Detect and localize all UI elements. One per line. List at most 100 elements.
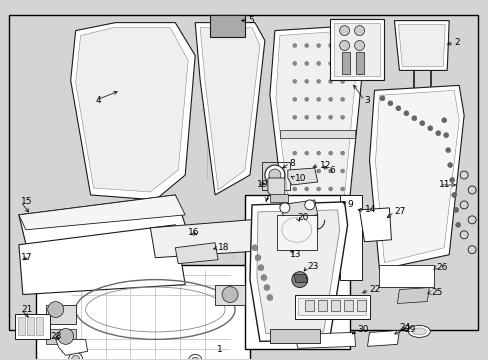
- Bar: [304, 300, 313, 311]
- Text: 8: 8: [289, 158, 295, 167]
- Text: 28: 28: [51, 332, 62, 341]
- Circle shape: [316, 133, 320, 137]
- Circle shape: [304, 115, 308, 119]
- Text: 17: 17: [21, 253, 32, 262]
- Bar: [379, 265, 433, 287]
- Circle shape: [304, 169, 308, 173]
- Bar: [36, 265, 249, 360]
- Polygon shape: [287, 168, 317, 185]
- Polygon shape: [46, 305, 76, 324]
- Circle shape: [304, 62, 308, 66]
- Text: 12: 12: [319, 161, 330, 170]
- Circle shape: [291, 272, 307, 288]
- Text: 20: 20: [297, 213, 308, 222]
- Circle shape: [419, 121, 424, 126]
- Circle shape: [340, 115, 344, 119]
- Polygon shape: [279, 200, 317, 220]
- Text: 7: 7: [263, 195, 268, 204]
- Circle shape: [292, 44, 296, 48]
- Polygon shape: [294, 215, 317, 235]
- Circle shape: [304, 97, 308, 101]
- Polygon shape: [19, 225, 185, 294]
- Bar: [18, 318, 25, 336]
- Circle shape: [261, 275, 266, 280]
- Circle shape: [340, 151, 344, 155]
- Circle shape: [354, 41, 364, 50]
- Circle shape: [403, 111, 408, 116]
- Circle shape: [292, 133, 296, 137]
- Text: 2: 2: [453, 38, 459, 47]
- Bar: [356, 300, 365, 311]
- Circle shape: [266, 294, 272, 301]
- Polygon shape: [200, 28, 260, 190]
- Circle shape: [328, 115, 332, 119]
- Polygon shape: [369, 85, 463, 270]
- Bar: [269, 329, 319, 343]
- Circle shape: [445, 148, 450, 153]
- Bar: [36, 318, 42, 336]
- Circle shape: [387, 101, 392, 106]
- Text: 14: 14: [364, 206, 375, 215]
- Circle shape: [264, 285, 269, 291]
- Circle shape: [68, 352, 82, 360]
- Polygon shape: [269, 26, 364, 220]
- Text: 22: 22: [369, 285, 380, 294]
- Polygon shape: [398, 24, 444, 67]
- Circle shape: [316, 187, 320, 191]
- Circle shape: [328, 187, 332, 191]
- Circle shape: [340, 80, 344, 84]
- Circle shape: [435, 131, 440, 136]
- Circle shape: [340, 187, 344, 191]
- Polygon shape: [150, 218, 277, 258]
- Circle shape: [340, 44, 344, 48]
- Polygon shape: [19, 195, 190, 265]
- Text: 11: 11: [438, 180, 450, 189]
- Polygon shape: [275, 31, 357, 213]
- Circle shape: [340, 62, 344, 66]
- Polygon shape: [293, 275, 307, 283]
- Text: 25: 25: [430, 288, 442, 297]
- Circle shape: [451, 193, 456, 197]
- Circle shape: [328, 80, 332, 84]
- Text: 9: 9: [347, 201, 353, 210]
- Circle shape: [264, 165, 285, 185]
- Circle shape: [251, 245, 258, 251]
- Text: 21: 21: [21, 305, 32, 314]
- Circle shape: [339, 41, 349, 50]
- Polygon shape: [175, 243, 218, 264]
- Bar: [244, 195, 349, 349]
- Text: 10: 10: [294, 174, 305, 183]
- Text: 18: 18: [218, 243, 229, 252]
- Polygon shape: [71, 23, 195, 200]
- Circle shape: [58, 328, 74, 345]
- Circle shape: [441, 118, 446, 123]
- Polygon shape: [397, 288, 428, 303]
- Circle shape: [292, 97, 296, 101]
- Text: 5: 5: [247, 16, 253, 25]
- Text: 26: 26: [435, 263, 447, 272]
- Circle shape: [292, 151, 296, 155]
- Circle shape: [328, 44, 332, 48]
- Circle shape: [447, 163, 452, 167]
- Text: 23: 23: [307, 262, 319, 271]
- Circle shape: [443, 133, 448, 138]
- Circle shape: [411, 116, 416, 121]
- Bar: [27, 318, 34, 336]
- Bar: [329, 19, 384, 80]
- Ellipse shape: [411, 328, 426, 335]
- Circle shape: [304, 200, 314, 210]
- Polygon shape: [359, 208, 390, 242]
- Circle shape: [316, 115, 320, 119]
- Polygon shape: [294, 332, 355, 348]
- Circle shape: [268, 169, 280, 181]
- Polygon shape: [394, 21, 448, 71]
- Circle shape: [453, 207, 458, 212]
- Circle shape: [316, 62, 320, 66]
- Polygon shape: [19, 195, 185, 230]
- Text: 15: 15: [21, 197, 32, 206]
- Bar: [339, 195, 361, 280]
- Circle shape: [316, 151, 320, 155]
- Bar: [355, 53, 363, 75]
- Circle shape: [455, 222, 460, 227]
- Text: 19: 19: [256, 180, 268, 189]
